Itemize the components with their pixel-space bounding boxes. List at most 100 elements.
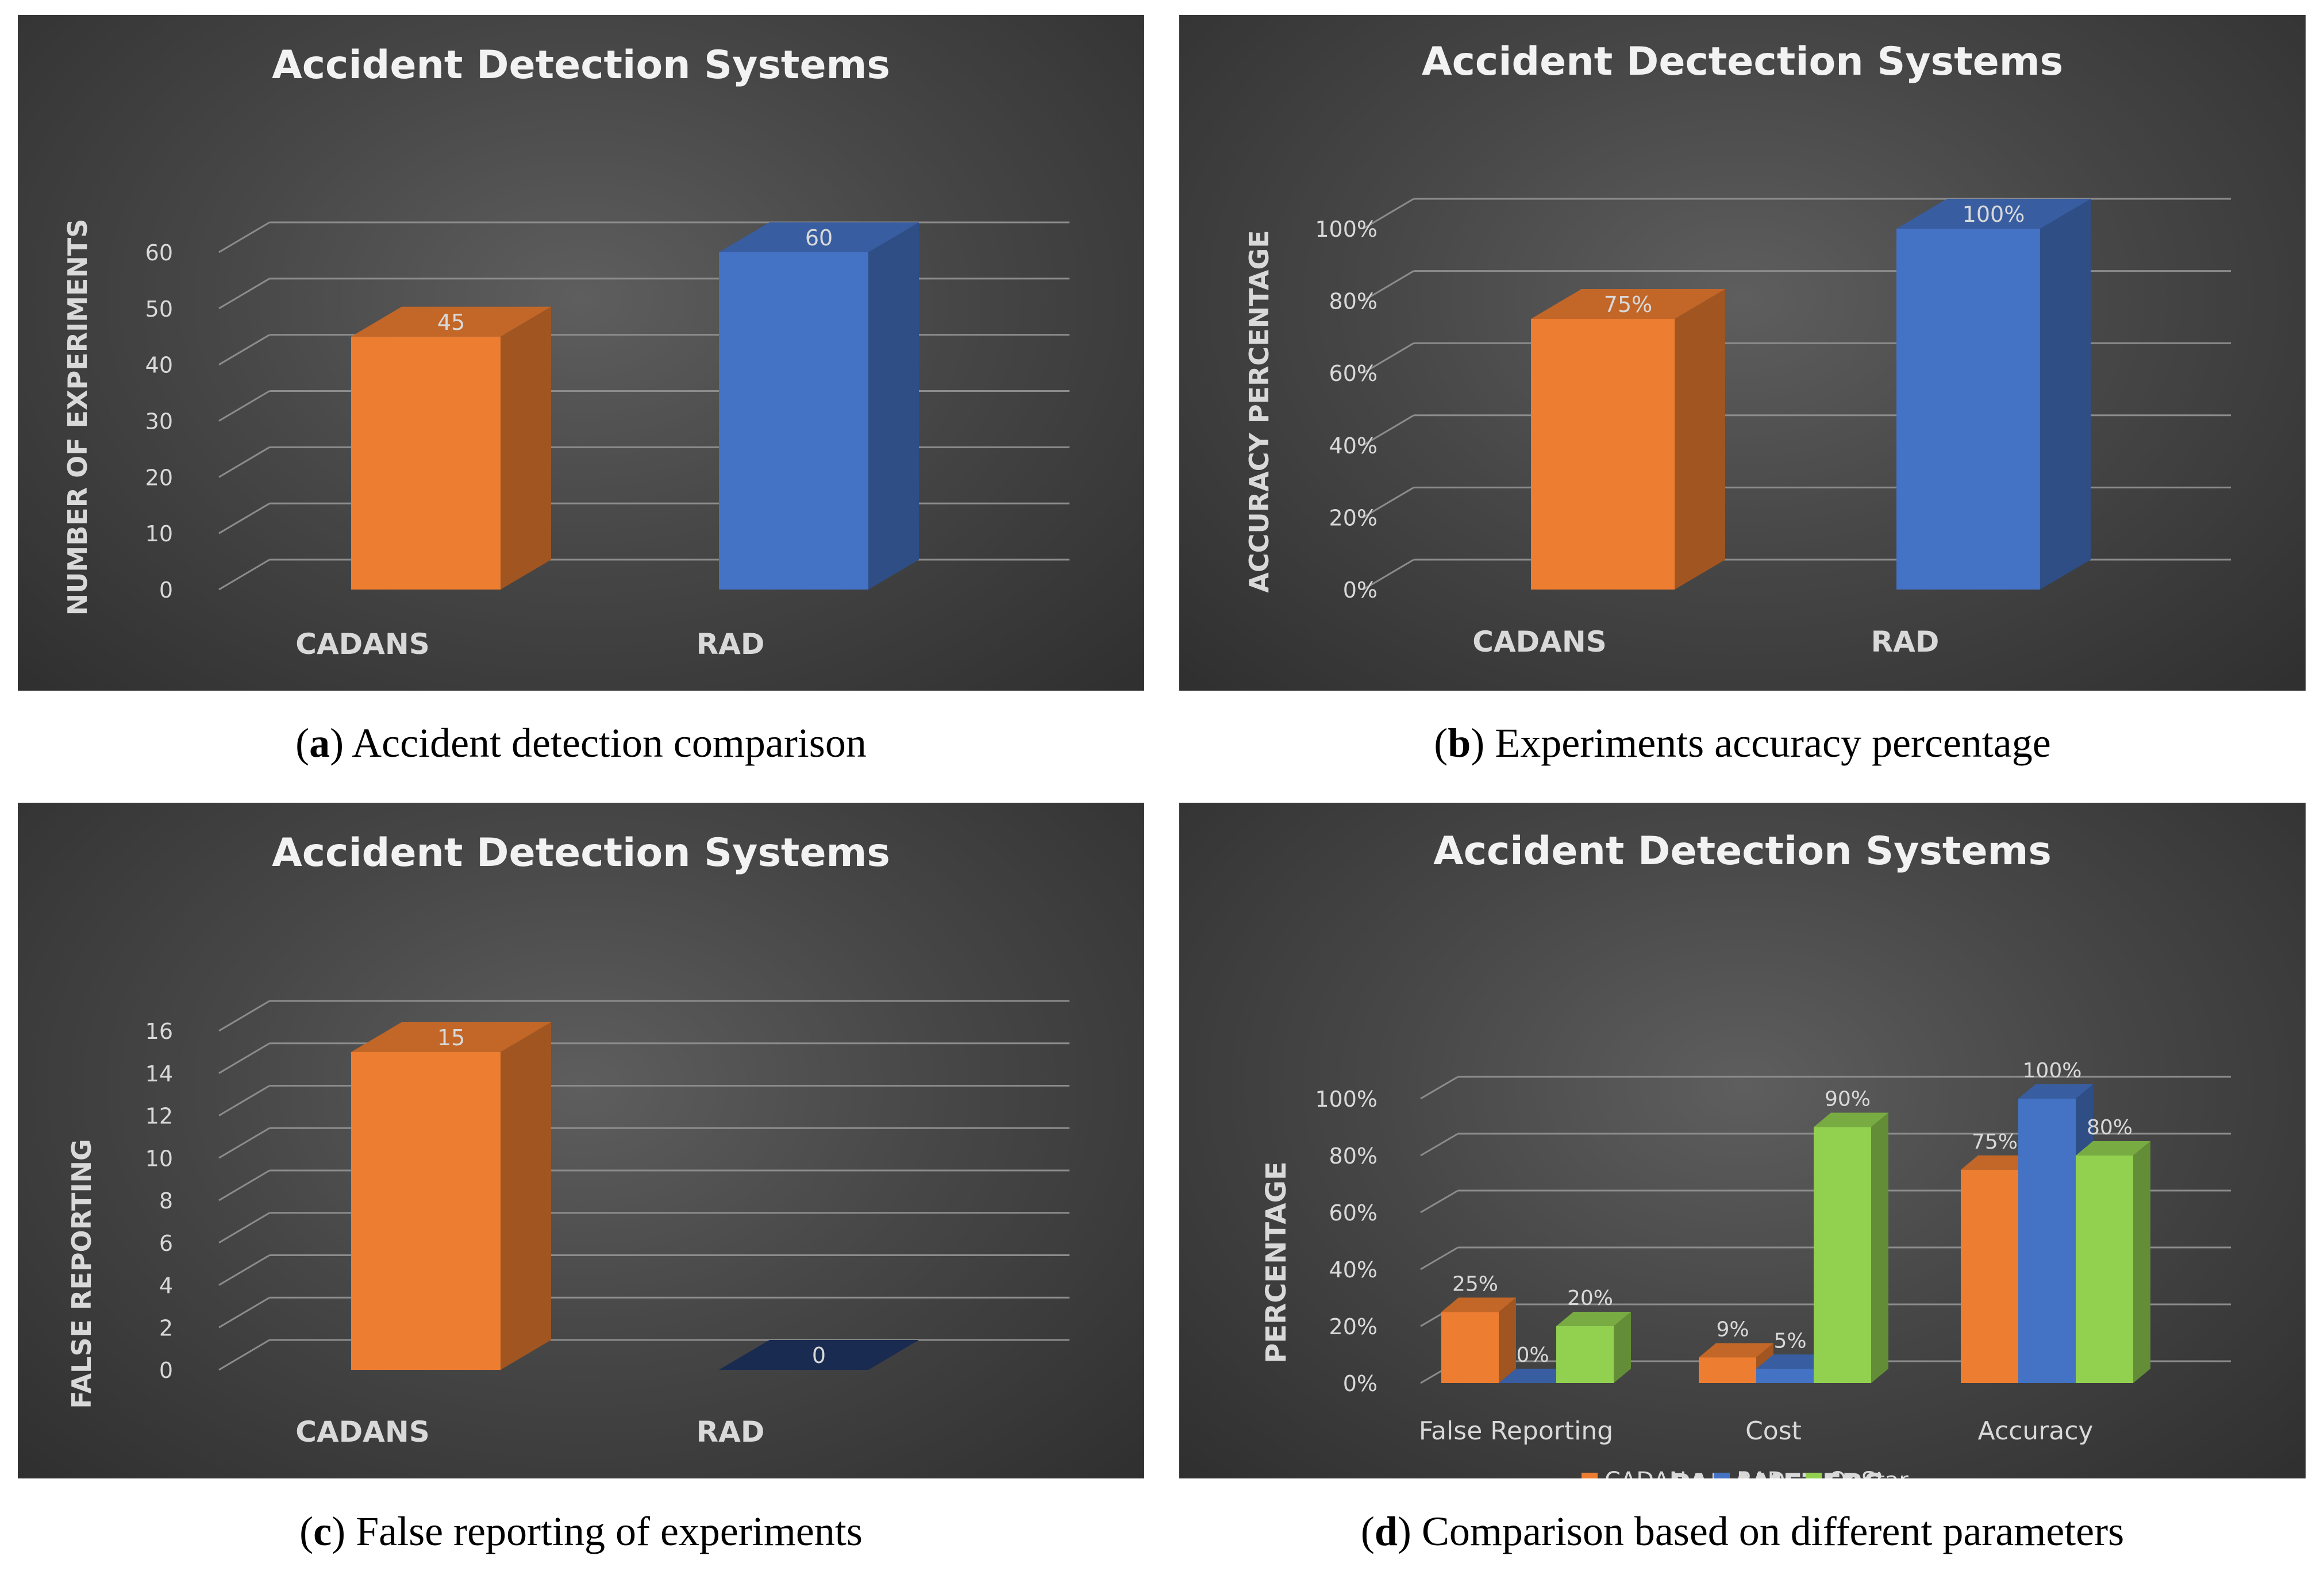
gridline-side: [1363, 559, 1414, 591]
caption-b-letter: b: [1448, 720, 1471, 766]
legend-label-cadan: CADAN: [1605, 1468, 1687, 1478]
legend-label-rad: RAD: [1737, 1468, 1785, 1478]
chart-title: Accident Detection Systems: [272, 43, 890, 88]
y-tick-label: 0: [159, 577, 173, 603]
y-tick-label: 80%: [1329, 1143, 1378, 1169]
y-tick-label: 0: [159, 1358, 173, 1383]
data-label: 90%: [1825, 1088, 1871, 1111]
bar-rad-front: [719, 252, 868, 590]
legend: CADAN RAD OnStar: [1582, 1468, 1909, 1478]
y-tick-label: 2: [159, 1315, 173, 1341]
y-tick-label: 14: [145, 1061, 173, 1087]
gridline-side: [1363, 270, 1414, 302]
bar-cadan-false-reporting-top: [1441, 1297, 1516, 1312]
bar-cadans: [351, 1022, 551, 1370]
y-axis-label: ACCURACY PERCENTAGE: [1244, 230, 1275, 592]
bar-rad-accuracy-top: [2018, 1084, 2093, 1099]
bar-cadans-side: [501, 1022, 551, 1370]
bar-onstar-accuracy-front: [2076, 1156, 2133, 1383]
bar-onstar-accuracy: [2076, 1141, 2150, 1383]
bar-onstar-cost: [1814, 1112, 1888, 1383]
data-label: 75%: [1972, 1130, 2018, 1154]
legend-swatch-rad: [1714, 1473, 1730, 1478]
bar-cadans-top: [351, 1022, 551, 1052]
caption-c-text: False reporting of experiments: [345, 1508, 863, 1554]
gridline-side: [218, 1296, 270, 1328]
bar-cadan-cost-top: [1699, 1343, 1773, 1358]
y-tick-label: 20%: [1329, 1314, 1378, 1339]
gridline-side: [218, 446, 270, 478]
bar-onstar-false-reporting: [1556, 1312, 1631, 1383]
bar-rad-accuracy-front: [2018, 1099, 2076, 1383]
gridline-side: [218, 1000, 270, 1032]
y-axis-label: FALSE REPORTING: [66, 1139, 97, 1408]
data-label: 5%: [1773, 1329, 1806, 1353]
bar-cadans-top: [1531, 289, 1725, 319]
y-tick-label: 20%: [1329, 505, 1378, 530]
bar-onstar-false-reporting-front: [1556, 1326, 1614, 1383]
caption-c: (c) False reporting of experiments: [299, 1508, 863, 1554]
data-label: 100%: [1963, 202, 2025, 227]
bar-cadans: [1531, 289, 1725, 590]
y-tick-label: 10: [145, 1146, 173, 1171]
data-label: 9%: [1716, 1318, 1749, 1341]
y-tick-label: 8: [159, 1188, 173, 1214]
y-tick-label: 40%: [1329, 1257, 1378, 1283]
chart-c-svg: Accident Detection Systems FALSE REPORTIN…: [66, 830, 1069, 1449]
gridline-side: [218, 1169, 270, 1201]
caption-a-letter: a: [309, 720, 330, 766]
bar-cadan-cost-front: [1699, 1357, 1756, 1383]
gridline-side: [1420, 1246, 1459, 1270]
y-tick-label: 60: [145, 240, 173, 265]
bar-cadans-front: [351, 336, 501, 590]
caption-d-letter: d: [1374, 1508, 1398, 1554]
bar-rad-side: [2040, 199, 2091, 590]
bar-onstar-cost-front: [1814, 1127, 1871, 1383]
x-category-label: CADANS: [1472, 625, 1606, 658]
bar-cadans-side: [501, 306, 551, 590]
bar-rad-false-reporting: [1499, 1369, 1573, 1383]
gridline-side: [1363, 198, 1414, 230]
data-label: 0: [812, 1343, 826, 1368]
y-tick-label: 100%: [1315, 1087, 1378, 1112]
x-category-label: RAD: [1871, 625, 1940, 658]
x-category-label: CADANS: [295, 627, 429, 661]
y-tick-label: 10: [145, 521, 173, 546]
y-tick-label: 60%: [1329, 361, 1378, 386]
bar-onstar-cost-top: [1814, 1112, 1888, 1127]
chart-d-svg: Accident Detection Systems PERCENTAGE 0% 20…: [1260, 829, 2231, 1478]
gridline-side: [218, 559, 270, 591]
bar-cadan-false-reporting: [1441, 1297, 1516, 1383]
gridline-side: [218, 1042, 270, 1075]
x-category-label: False Reporting: [1419, 1416, 1613, 1446]
bar-cadans-side: [1675, 289, 1725, 590]
chart-panel-b: Accident Dectection Systems ACCURACY PERC…: [1179, 15, 2306, 691]
y-tick-label: 60%: [1329, 1200, 1378, 1226]
y-tick-label: 40: [145, 353, 173, 378]
bar-onstar-cost-side: [1871, 1112, 1888, 1383]
data-label: 45: [437, 310, 465, 335]
y-tick-label: 50: [145, 296, 173, 322]
y-tick-label: 4: [159, 1273, 173, 1299]
y-axis-label: NUMBER OF EXPERIMENTS: [62, 219, 93, 616]
chart-b-svg: Accident Dectection Systems ACCURACY PERC…: [1244, 39, 2231, 658]
gridline-side: [218, 1085, 270, 1116]
x-category-label: RAD: [697, 627, 765, 661]
gridline-side: [1420, 1189, 1459, 1214]
bar-onstar-accuracy-top: [2076, 1141, 2150, 1156]
bar-rad-top: [1896, 199, 2091, 229]
bar-rad-cost-front: [1756, 1369, 1814, 1383]
bar-cadans: [351, 306, 551, 590]
bar-onstar-false-reporting-top: [1556, 1312, 1631, 1326]
bar-rad-top: [719, 1340, 919, 1370]
gridline-side: [218, 1339, 270, 1371]
data-label: 75%: [1604, 292, 1652, 317]
bar-cadans-front: [351, 1052, 501, 1370]
y-tick-label: 0%: [1343, 577, 1378, 603]
legend-swatch-onstar: [1806, 1473, 1822, 1478]
data-label: 0%: [1516, 1343, 1549, 1367]
legend-label-onstar: OnStar: [1829, 1468, 1909, 1478]
gridline-side: [218, 1212, 270, 1244]
bar-rad-false-reporting-top: [1499, 1369, 1573, 1383]
y-tick-label: 20: [145, 465, 173, 490]
